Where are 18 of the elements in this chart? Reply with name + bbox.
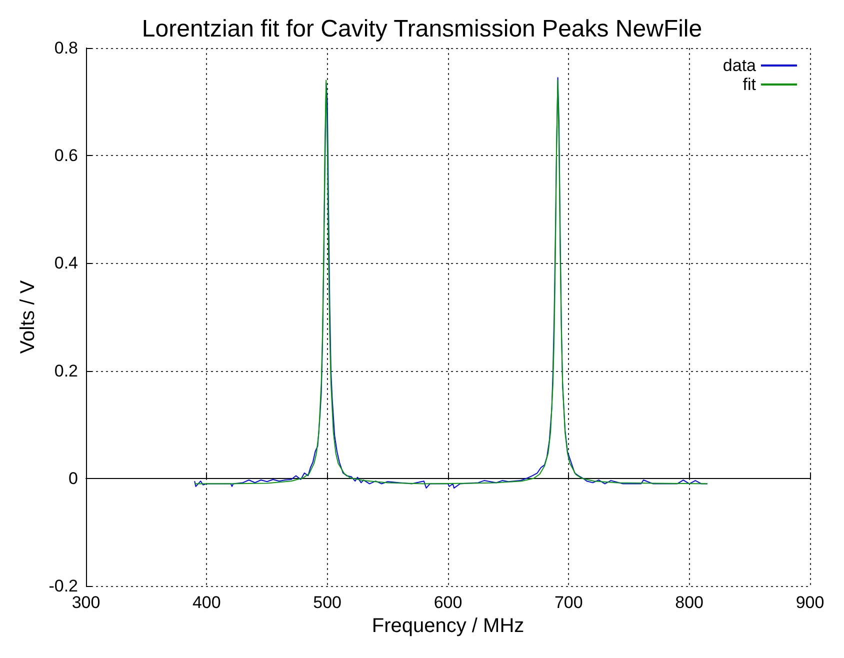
y-tick-label: 0.6 bbox=[54, 146, 78, 166]
x-tick-label: 900 bbox=[796, 593, 824, 612]
x-tick-label: 500 bbox=[313, 593, 342, 612]
y-axis-title: Volts / V bbox=[16, 280, 39, 354]
x-tick-label: 300 bbox=[72, 593, 100, 612]
y-tick-label: 0.8 bbox=[54, 38, 78, 58]
legend-label: fit bbox=[742, 75, 756, 94]
y-tick-label: 0 bbox=[68, 468, 78, 488]
x-tick-label: 700 bbox=[554, 593, 583, 612]
x-tick-label: 600 bbox=[434, 593, 462, 612]
y-tick-label: 0.2 bbox=[54, 361, 78, 380]
legend-label: data bbox=[722, 56, 757, 75]
y-tick-label: -0.2 bbox=[48, 576, 78, 596]
y-tick-label: 0.4 bbox=[54, 254, 78, 273]
x-axis-title: Frequency / MHz bbox=[372, 615, 524, 637]
x-tick-label: 800 bbox=[675, 593, 704, 612]
chart-title: Lorentzian fit for Cavity Transmission Peaks NewFile bbox=[142, 16, 702, 42]
x-tick-label: 400 bbox=[192, 593, 221, 612]
